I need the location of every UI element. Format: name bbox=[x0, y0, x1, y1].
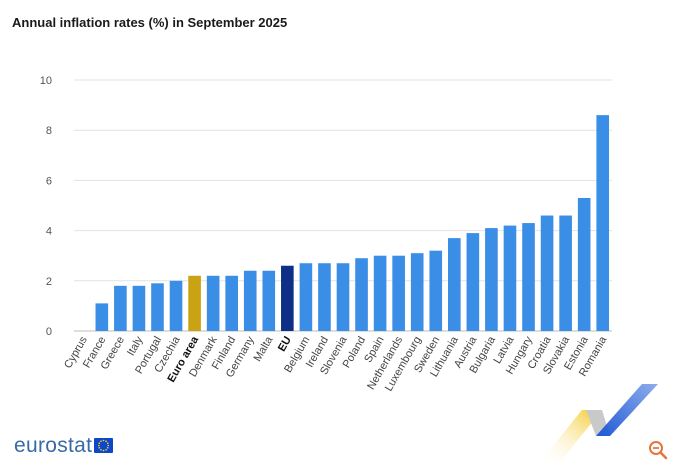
bar-estonia bbox=[577, 197, 591, 331]
bar-ireland bbox=[318, 263, 331, 331]
bar-lithuania bbox=[448, 238, 461, 331]
bar-poland bbox=[355, 258, 368, 331]
bar-netherlands bbox=[392, 255, 405, 331]
bar-bulgaria bbox=[485, 228, 498, 331]
x-tick-label: EU bbox=[276, 334, 294, 353]
y-tick-label: 4 bbox=[46, 226, 52, 238]
y-tick-label: 10 bbox=[40, 75, 52, 87]
bar-latvia bbox=[503, 225, 517, 331]
bar-sweden bbox=[429, 250, 443, 331]
decorative-logo-mark bbox=[540, 384, 665, 469]
y-tick-label: 0 bbox=[46, 326, 52, 338]
bar-spain bbox=[373, 255, 387, 331]
bar-czechia bbox=[169, 280, 183, 331]
eurostat-logo: eurostat bbox=[14, 434, 93, 457]
bar-malta bbox=[262, 270, 276, 331]
bar-euro-area bbox=[188, 275, 201, 331]
bar-romania bbox=[596, 115, 610, 331]
bar-greece bbox=[114, 285, 127, 331]
bar-austria bbox=[466, 233, 480, 331]
bar-italy bbox=[132, 285, 146, 331]
bar-portugal bbox=[151, 283, 164, 331]
bar-germany bbox=[243, 270, 257, 331]
bar-belgium bbox=[299, 263, 313, 331]
bar-slovenia bbox=[336, 263, 350, 331]
bar-croatia bbox=[540, 215, 554, 331]
bar-slovakia bbox=[559, 215, 572, 331]
bar-finland bbox=[225, 275, 238, 331]
bar-luxembourg bbox=[410, 253, 424, 331]
zoom-icon[interactable] bbox=[648, 440, 668, 465]
bar-hungary bbox=[522, 223, 535, 331]
chart-title: Annual inflation rates (%) in September … bbox=[12, 15, 288, 30]
bar-denmark bbox=[206, 275, 220, 331]
bar-france bbox=[95, 303, 109, 331]
y-tick-label: 6 bbox=[46, 175, 52, 187]
y-tick-label: 2 bbox=[46, 276, 52, 288]
bar-chart: 0246810CyprusFranceGreeceItalyPortugalCz… bbox=[40, 75, 612, 393]
y-tick-label: 8 bbox=[46, 125, 52, 137]
bar-eu bbox=[281, 265, 294, 331]
x-tick-label: Malta bbox=[252, 334, 276, 364]
eu-flag-icon bbox=[94, 438, 113, 453]
